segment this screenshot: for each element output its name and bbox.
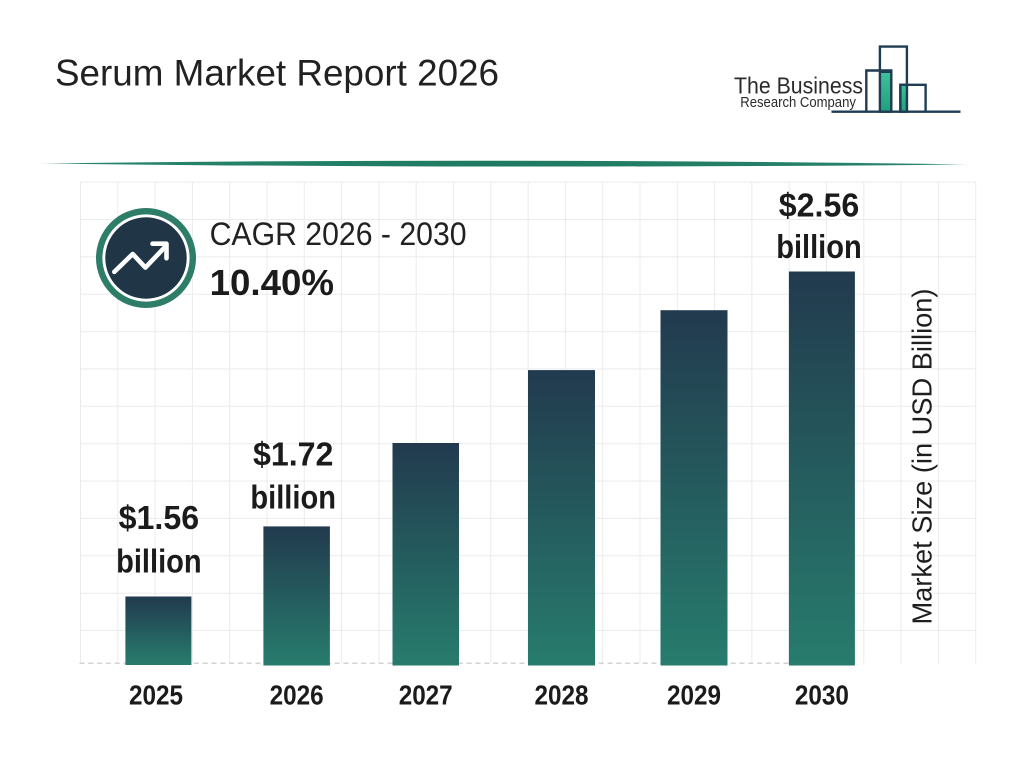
svg-text:2030: 2030 xyxy=(795,680,849,711)
svg-text:The Business: The Business xyxy=(734,73,863,99)
svg-text:Research Company: Research Company xyxy=(740,95,856,111)
svg-text:2027: 2027 xyxy=(399,680,453,711)
svg-text:$1.72: $1.72 xyxy=(253,437,334,474)
svg-text:Market Size (in USD Billion): Market Size (in USD Billion) xyxy=(907,289,938,625)
svg-text:$1.56: $1.56 xyxy=(119,500,200,537)
svg-text:billion: billion xyxy=(776,229,862,266)
svg-text:billion: billion xyxy=(116,543,202,580)
svg-text:$2.56: $2.56 xyxy=(779,187,860,224)
svg-text:10.40%: 10.40% xyxy=(210,262,334,303)
svg-text:Serum Market Report 2026: Serum Market Report 2026 xyxy=(55,52,499,94)
svg-text:2026: 2026 xyxy=(270,680,324,711)
svg-text:2028: 2028 xyxy=(535,680,589,711)
svg-text:CAGR 2026 - 2030: CAGR 2026 - 2030 xyxy=(210,215,467,252)
svg-text:2029: 2029 xyxy=(667,680,721,711)
svg-text:2025: 2025 xyxy=(129,680,183,711)
svg-text:billion: billion xyxy=(250,479,336,516)
